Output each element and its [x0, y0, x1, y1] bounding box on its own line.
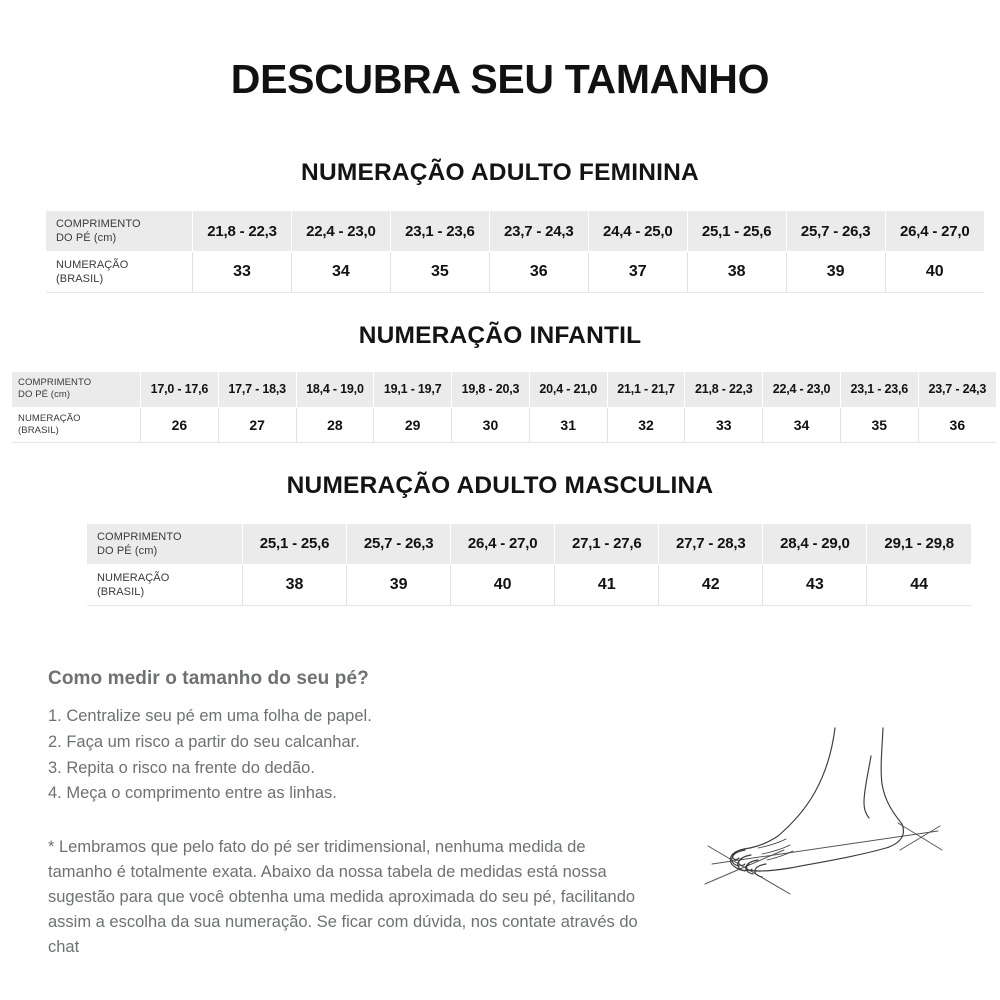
length-cell: 21,1 - 21,7 [607, 372, 686, 408]
row-header-size: NUMERAÇÃO (BRASIL) [87, 564, 243, 607]
table-container-adulto-feminina: COMPRIMENTO DO PÉ (cm) 21,8 - 22,3 22,4 … [0, 187, 1000, 294]
row-header-size: NUMERAÇÃO (BRASIL) [12, 407, 141, 443]
table-row-length: COMPRIMENTO DO PÉ (cm) 21,8 - 22,3 22,4 … [46, 211, 984, 253]
length-cell: 25,1 - 25,6 [687, 211, 787, 253]
length-cell: 29,1 - 29,8 [866, 523, 971, 565]
size-table-adulto-masculina: COMPRIMENTO DO PÉ (cm) 25,1 - 25,6 25,7 … [87, 523, 971, 607]
table-row-size: NUMERAÇÃO (BRASIL) 38 39 40 41 42 43 44 [87, 564, 971, 607]
length-cell: 20,4 - 21,0 [529, 372, 608, 408]
size-cell: 44 [866, 564, 971, 607]
length-cell: 18,4 - 19,0 [296, 372, 375, 408]
size-cell: 39 [786, 251, 886, 294]
size-cell: 31 [529, 407, 608, 443]
list-item: 4. Meça o comprimento entre as linhas. [48, 784, 337, 803]
size-cell: 29 [373, 407, 453, 443]
length-cell: 17,7 - 18,3 [218, 372, 297, 408]
size-cell: 35 [390, 251, 490, 294]
size-cell: 36 [918, 407, 996, 443]
size-cell: 26 [140, 407, 219, 443]
length-cell: 22,4 - 23,0 [291, 211, 391, 253]
length-cell: 28,4 - 29,0 [762, 523, 868, 565]
size-cell: 42 [658, 564, 764, 607]
row-header-size-sub: (BRASIL) [97, 586, 145, 599]
list-item: 2. Faça um risco a partir do seu calcanh… [48, 732, 360, 751]
size-cell: 36 [489, 251, 589, 294]
size-cell: 38 [687, 251, 787, 294]
heel-measure-lines [897, 822, 943, 851]
section-title-adulto-masculina: NUMERAÇÃO ADULTO MASCULINA [286, 471, 714, 499]
length-cell: 27,1 - 27,6 [554, 523, 660, 565]
length-cell: 19,8 - 20,3 [451, 372, 530, 408]
size-cell: 38 [242, 564, 348, 607]
size-cell: 39 [346, 564, 452, 607]
length-cell: 24,4 - 25,0 [588, 211, 688, 253]
size-cell: 27 [218, 407, 297, 443]
list-item: 1. Centralize seu pé em uma folha de pap… [48, 707, 372, 726]
length-cell: 27,7 - 28,3 [658, 523, 764, 565]
size-table-infantil: COMPRIMENTO DO PÉ (cm) 17,0 - 17,6 17,7 … [12, 372, 996, 443]
section-title-infantil: NUMERAÇÃO INFANTIL [358, 322, 642, 350]
how-to-measure-title: Como medir o tamanho do seu pé? [48, 668, 369, 690]
table-container-infantil: COMPRIMENTO DO PÉ (cm) 17,0 - 17,6 17,7 … [0, 350, 1000, 443]
size-cell: 30 [451, 407, 530, 443]
length-cell: 23,7 - 24,3 [918, 372, 996, 408]
foot-measurement-illustration [672, 698, 982, 903]
row-header-length-main: COMPRIMENTO [97, 530, 182, 543]
length-cell: 23,7 - 24,3 [489, 211, 589, 253]
list-item: 3. Repita o risco na frente do dedão. [48, 758, 315, 777]
size-cell: 35 [840, 407, 919, 443]
table-container-adulto-masculina: COMPRIMENTO DO PÉ (cm) 25,1 - 25,6 25,7 … [0, 500, 1000, 607]
row-header-size-main: NUMERAÇÃO [56, 259, 129, 272]
size-cell: 34 [762, 407, 841, 443]
row-header-size-sub: (BRASIL) [18, 424, 59, 436]
size-cell: 33 [192, 251, 292, 294]
row-header-size: NUMERAÇÃO (BRASIL) [46, 251, 193, 294]
table-row-length: COMPRIMENTO DO PÉ (cm) 17,0 - 17,6 17,7 … [12, 372, 996, 408]
row-header-length-sub: DO PÉ (cm) [56, 232, 117, 245]
row-header-length: COMPRIMENTO DO PÉ (cm) [12, 372, 141, 408]
length-cell: 22,4 - 23,0 [762, 372, 841, 408]
row-header-size-main: NUMERAÇÃO [97, 572, 170, 584]
size-cell: 37 [588, 251, 688, 294]
length-cell: 25,7 - 26,3 [786, 211, 886, 253]
length-cell: 17,0 - 17,6 [140, 372, 219, 408]
size-cell: 33 [684, 407, 764, 443]
row-header-size-sub: (BRASIL) [56, 273, 104, 286]
page-title: DESCUBRA SEU TAMANHO [230, 56, 770, 102]
row-header-length: COMPRIMENTO DO PÉ (cm) [46, 211, 193, 253]
size-cell: 40 [885, 251, 984, 294]
length-cell: 26,4 - 27,0 [885, 211, 984, 253]
size-cell: 28 [296, 407, 375, 443]
length-cell: 25,1 - 25,6 [242, 523, 348, 565]
row-header-length-sub: DO PÉ (cm) [97, 544, 158, 557]
row-header-length-sub: DO PÉ (cm) [18, 389, 71, 401]
size-cell: 41 [554, 564, 660, 607]
length-cell: 23,1 - 23,6 [840, 372, 919, 408]
length-cell: 21,8 - 22,3 [684, 372, 764, 408]
length-cell: 21,8 - 22,3 [192, 211, 292, 253]
table-row-length: COMPRIMENTO DO PÉ (cm) 25,1 - 25,6 25,7 … [87, 523, 971, 565]
how-to-measure-steps: 1. Centralize seu pé em uma folha de pap… [48, 704, 970, 807]
size-cell: 43 [762, 564, 868, 607]
row-header-length-main: COMPRIMENTO [18, 377, 92, 389]
length-cell: 19,1 - 19,7 [373, 372, 453, 408]
table-row-size: NUMERAÇÃO (BRASIL) 26 27 28 29 30 31 32 … [12, 407, 996, 443]
size-table-adulto-feminina: COMPRIMENTO DO PÉ (cm) 21,8 - 22,3 22,4 … [46, 211, 984, 294]
size-cell: 40 [450, 564, 556, 607]
size-cell: 32 [607, 407, 686, 443]
table-row-size: NUMERAÇÃO (BRASIL) 33 34 35 36 37 38 39 … [46, 251, 984, 294]
row-header-size-main: NUMERAÇÃO [18, 412, 81, 424]
size-cell: 34 [291, 251, 391, 294]
length-cell: 25,7 - 26,3 [346, 523, 452, 565]
row-header-length-main: COMPRIMENTO [56, 218, 141, 231]
section-title-adulto-feminina: NUMERAÇÃO ADULTO FEMININA [301, 159, 699, 187]
length-cell: 23,1 - 23,6 [390, 211, 490, 253]
disclaimer-text: * Lembramos que pelo fato do pé ser trid… [48, 838, 638, 957]
length-cell: 26,4 - 27,0 [450, 523, 556, 565]
row-header-length: COMPRIMENTO DO PÉ (cm) [87, 523, 243, 565]
how-to-measure-section: Como medir o tamanho do seu pé? 1. Centr… [0, 668, 1000, 960]
